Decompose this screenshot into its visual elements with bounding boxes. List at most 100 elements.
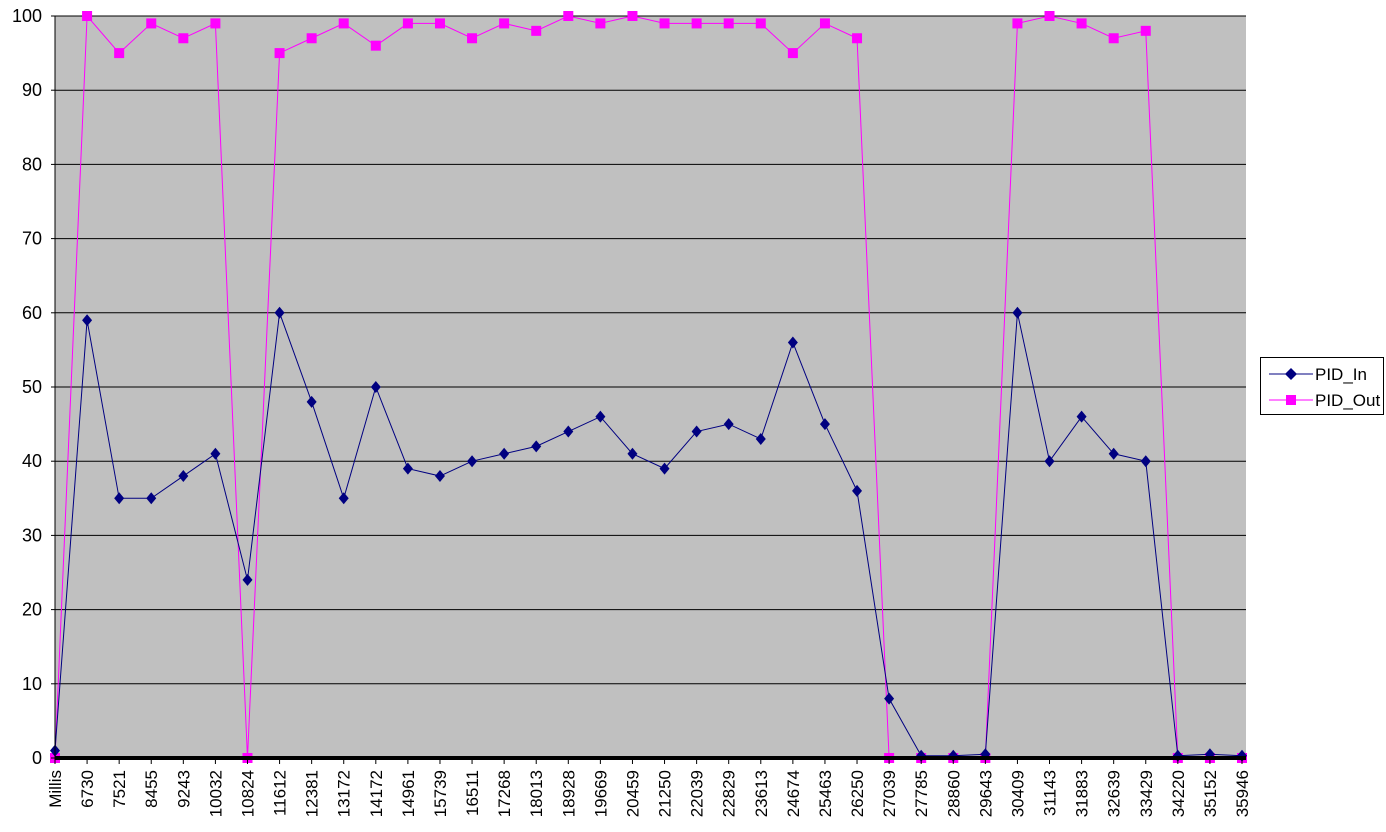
data-point-diamond: [691, 425, 702, 438]
legend: PID_In PID_Out: [1260, 357, 1384, 415]
data-point-diamond: [627, 447, 638, 460]
legend-label: PID_In: [1315, 365, 1367, 384]
x-tick-label: Millis: [46, 770, 65, 808]
data-point-square: [114, 48, 125, 59]
data-point-diamond: [595, 410, 606, 423]
data-point-square: [852, 33, 863, 44]
data-point-diamond: [755, 432, 766, 445]
y-tick-label: 100: [12, 6, 42, 26]
x-tick-label: 29643: [976, 770, 995, 817]
data-point-diamond: [114, 492, 125, 505]
x-tick-label: 23613: [752, 770, 771, 817]
data-point-square: [691, 18, 702, 29]
data-point-square: [178, 33, 189, 44]
data-point-diamond: [178, 470, 189, 483]
x-tick-label: 22829: [720, 770, 739, 817]
legend-item-pid-out: PID_Out: [1267, 389, 1383, 413]
data-point-square: [787, 48, 798, 59]
data-point-diamond: [1012, 306, 1023, 319]
data-point-square: [819, 18, 830, 29]
data-point-diamond: [563, 425, 574, 438]
y-tick-label: 30: [22, 525, 42, 545]
data-point-square: [434, 18, 445, 29]
data-point-diamond: [1108, 447, 1119, 460]
data-point-square: [1012, 18, 1023, 29]
y-tick-label: 70: [22, 229, 42, 249]
data-point-square: [755, 18, 766, 29]
data-point-square: [82, 11, 93, 21]
data-point-square: [338, 18, 349, 29]
series-pid-in: [50, 306, 1247, 762]
data-point-square: [1108, 33, 1119, 44]
x-tick-label: 22039: [688, 770, 707, 817]
data-point-square: [723, 18, 734, 29]
data-point-square: [563, 11, 574, 21]
x-tick-label: 24674: [784, 770, 803, 817]
data-point-square: [210, 18, 221, 29]
y-tick-label: 90: [22, 80, 42, 100]
x-axis-ticks: Millis 6730 7521 8455 9243 10032 10824 11612 123…: [46, 758, 1252, 817]
data-point-square: [659, 18, 670, 29]
data-point-diamond: [1076, 410, 1087, 423]
data-point-diamond: [1044, 455, 1055, 468]
x-tick-label: 9243: [174, 770, 193, 808]
x-tick-label: 6730: [78, 770, 97, 808]
data-point-diamond: [787, 336, 798, 349]
y-tick-label: 80: [22, 154, 42, 174]
data-point-diamond: [819, 418, 830, 431]
data-point-diamond: [242, 573, 253, 586]
x-tick-label: 15739: [431, 770, 450, 817]
data-point-diamond: [1140, 455, 1151, 468]
data-point-square: [146, 18, 157, 29]
data-point-diamond: [274, 306, 285, 319]
data-point-diamond: [467, 455, 478, 468]
y-tick-label: 0: [32, 748, 42, 768]
data-point-diamond: [884, 692, 895, 705]
data-point-diamond: [434, 470, 445, 483]
x-tick-label: 18928: [559, 770, 578, 817]
x-tick-label: 14961: [399, 770, 418, 817]
x-tick-label: 17268: [495, 770, 514, 817]
x-tick-label: 32639: [1105, 770, 1124, 817]
y-tick-label: 60: [22, 303, 42, 323]
data-point-square: [467, 33, 478, 44]
data-point-square: [595, 18, 606, 29]
x-tick-label: 13172: [335, 770, 354, 817]
data-point-square: [1140, 25, 1151, 36]
data-point-diamond: [370, 381, 381, 393]
x-tick-label: 31883: [1073, 770, 1092, 817]
square-marker-icon: [1269, 395, 1313, 405]
legend-label: PID_Out: [1315, 391, 1381, 410]
data-point-square: [370, 40, 381, 51]
x-tick-label: 31143: [1041, 770, 1060, 816]
legend-item-pid-in: PID_In: [1267, 363, 1383, 387]
x-tick-label: 25463: [816, 770, 835, 817]
data-point-diamond: [499, 447, 510, 460]
x-tick-label: 18013: [527, 770, 546, 817]
data-point-diamond: [402, 462, 413, 475]
data-point-square: [402, 18, 413, 29]
data-point-square: [274, 48, 285, 59]
x-tick-label: 7521: [110, 770, 129, 808]
data-point-square: [531, 25, 542, 36]
x-tick-label: 20459: [623, 770, 642, 817]
data-point-diamond: [82, 314, 93, 327]
data-point-diamond: [210, 447, 221, 460]
x-tick-label: 21250: [656, 770, 675, 817]
y-tick-label: 50: [22, 377, 42, 397]
data-point-square: [306, 33, 317, 44]
x-tick-label: 10032: [206, 770, 225, 817]
data-point-diamond: [852, 484, 863, 497]
y-axis-ticks: 0 10 20 30 40 50 60 70 80 90 100: [12, 6, 55, 768]
series-line: [54, 312, 1243, 757]
series-line: [54, 14, 1242, 759]
x-tick-label: 27039: [880, 770, 899, 817]
data-point-square: [499, 18, 510, 29]
x-tick-label: 30409: [1008, 770, 1027, 817]
diamond-marker-icon: [1269, 368, 1313, 380]
x-tick-label: 34220: [1169, 770, 1188, 817]
data-point-diamond: [146, 492, 157, 505]
x-tick-label: 35946: [1233, 770, 1252, 817]
x-tick-label: 19669: [591, 770, 610, 817]
